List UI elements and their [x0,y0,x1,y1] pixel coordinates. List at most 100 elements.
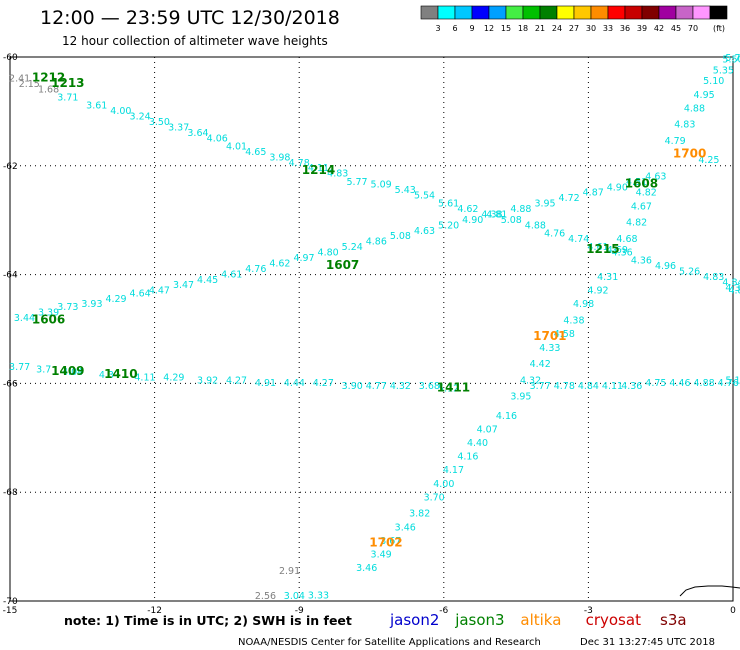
track-label: 1701 [533,329,566,343]
data-point-label: 4.11 [602,381,623,392]
data-point-label: 4.82 [626,218,647,229]
data-point-label: 4.40 [467,438,488,449]
data-point-label: 4.29 [105,294,126,305]
data-point-label: 2.41 [9,73,30,84]
data-point-label: 3.95 [510,392,531,403]
legend-swatch [675,5,694,20]
x-tick-label: -12 [147,606,162,616]
data-point-label: 4.8 [728,286,740,297]
data-point-label: 4.97 [293,253,314,264]
footnote: note: 1) Time is in UTC; 2) SWH is in fe… [64,613,352,628]
data-point-label: 4.61 [587,242,608,253]
data-point-label: 4.38 [481,209,502,220]
data-point-label: 4.47 [149,286,170,297]
data-point-label: 5.43 [395,185,416,196]
data-point-label: 3.61 [86,101,107,112]
legend-swatch [471,5,490,20]
x-tick-label: -6 [439,606,448,616]
data-point-label: 4.62 [457,204,478,215]
data-point-label: 4.32 [520,375,541,386]
legend-label: 30 [586,24,596,33]
data-point-label: 4.67 [631,201,652,212]
data-point-label: 2.56 [255,591,276,602]
data-point-label: 4.98 [573,299,594,310]
data-point-label: 4.88 [684,103,705,114]
data-point-label: 4.72 [559,193,580,204]
data-point-label: 3.93 [81,299,102,310]
data-point-label: 4.75 [645,378,666,389]
data-point-label: 4.11 [308,163,329,174]
data-point-label: 5.09 [371,180,392,191]
data-point-label: 3.77 [530,381,551,392]
data-point-label: 4.00 [433,479,454,490]
legend-swatch [590,5,609,20]
data-point-label: 4.36 [631,256,652,267]
satellite-jason3: jason3 [454,611,504,629]
chart-subtitle: 12 hour collection of altimeter wave hei… [62,34,328,48]
x-tick-label: -9 [295,606,304,616]
legend-swatch [607,5,626,20]
data-point-label: 4.63 [414,226,435,237]
data-point-label: 3.47 [173,280,194,291]
track-label: 1702 [369,536,402,550]
data-point-label: 4.83 [327,169,348,180]
legend-swatch [624,5,643,20]
legend-swatch [658,5,677,20]
legend-swatch [709,5,728,20]
y-tick-label: -68 [3,488,18,498]
legend-label: 39 [637,24,647,33]
data-point-label: 4.69 [607,245,628,256]
x-tick-label: -3 [584,606,593,616]
data-point-label: 4.27 [313,378,334,389]
data-point-label: 4.84 [578,381,599,392]
satellite-jason2: jason2 [389,611,439,629]
data-point-label: 4.16 [457,452,478,463]
data-point-label: 3.64 [187,128,208,139]
data-point-label: 4.64 [130,288,151,299]
data-point-label: 3.46 [395,522,416,533]
data-point-label: 5.24 [342,242,363,253]
legend-swatch [539,5,558,20]
data-point-label: 4.38 [563,316,584,327]
credit-right: Dec 31 13:27:45 UTC 2018 [580,637,715,648]
y-tick-label: -70 [3,597,18,607]
satellite-altika: altika [520,611,561,629]
legend-label: 15 [501,24,511,33]
legend-label: 42 [654,24,664,33]
data-point-label: 3.68 [419,381,440,392]
data-point-label: 4.25 [698,155,719,166]
legend-label: 70 [688,24,698,33]
y-tick-label: -64 [3,271,18,281]
credit-left: NOAA/NESDIS Center for Satellite Applica… [238,637,541,648]
data-point-label: 4.32 [390,381,411,392]
legend-label: 36 [620,24,630,33]
data-point-label: 5.10 [703,76,724,87]
data-point-label: 5.12 [438,384,459,395]
data-point-label: 4.86 [366,237,387,248]
data-point-label: 4.80 [318,248,339,259]
legend-swatch [437,5,456,20]
data-point-label: 3.7 [36,365,51,376]
data-point-label: 4.74 [568,234,589,245]
satellite-cryosat: cryosat [586,611,641,629]
data-point-label: 5.08 [501,215,522,226]
data-point-label: 4.46 [669,378,690,389]
data-point-label: 4.06 [207,133,228,144]
data-point-label: 3.98 [269,152,290,163]
data-point-label: 4.63 [645,171,666,182]
data-point-label: 4.68 [616,234,637,245]
data-point-label: 3.71 [57,93,78,104]
data-point-label: 5.20 [438,220,459,231]
satellite-s3a: s3a [660,611,687,629]
legend-swatch [488,5,507,20]
data-point-label: 4.3 [99,370,114,381]
data-point-label: 3.24 [130,112,151,123]
legend-label: 18 [518,24,528,33]
data-point-label: 5.54 [414,190,435,201]
data-point-label: 4.42 [530,359,551,370]
x-tick-label: -15 [3,606,18,616]
data-point-label: 4.88 [694,378,715,389]
data-point-label: 3.49 [371,549,392,560]
data-point-label: 4.83 [703,272,724,283]
